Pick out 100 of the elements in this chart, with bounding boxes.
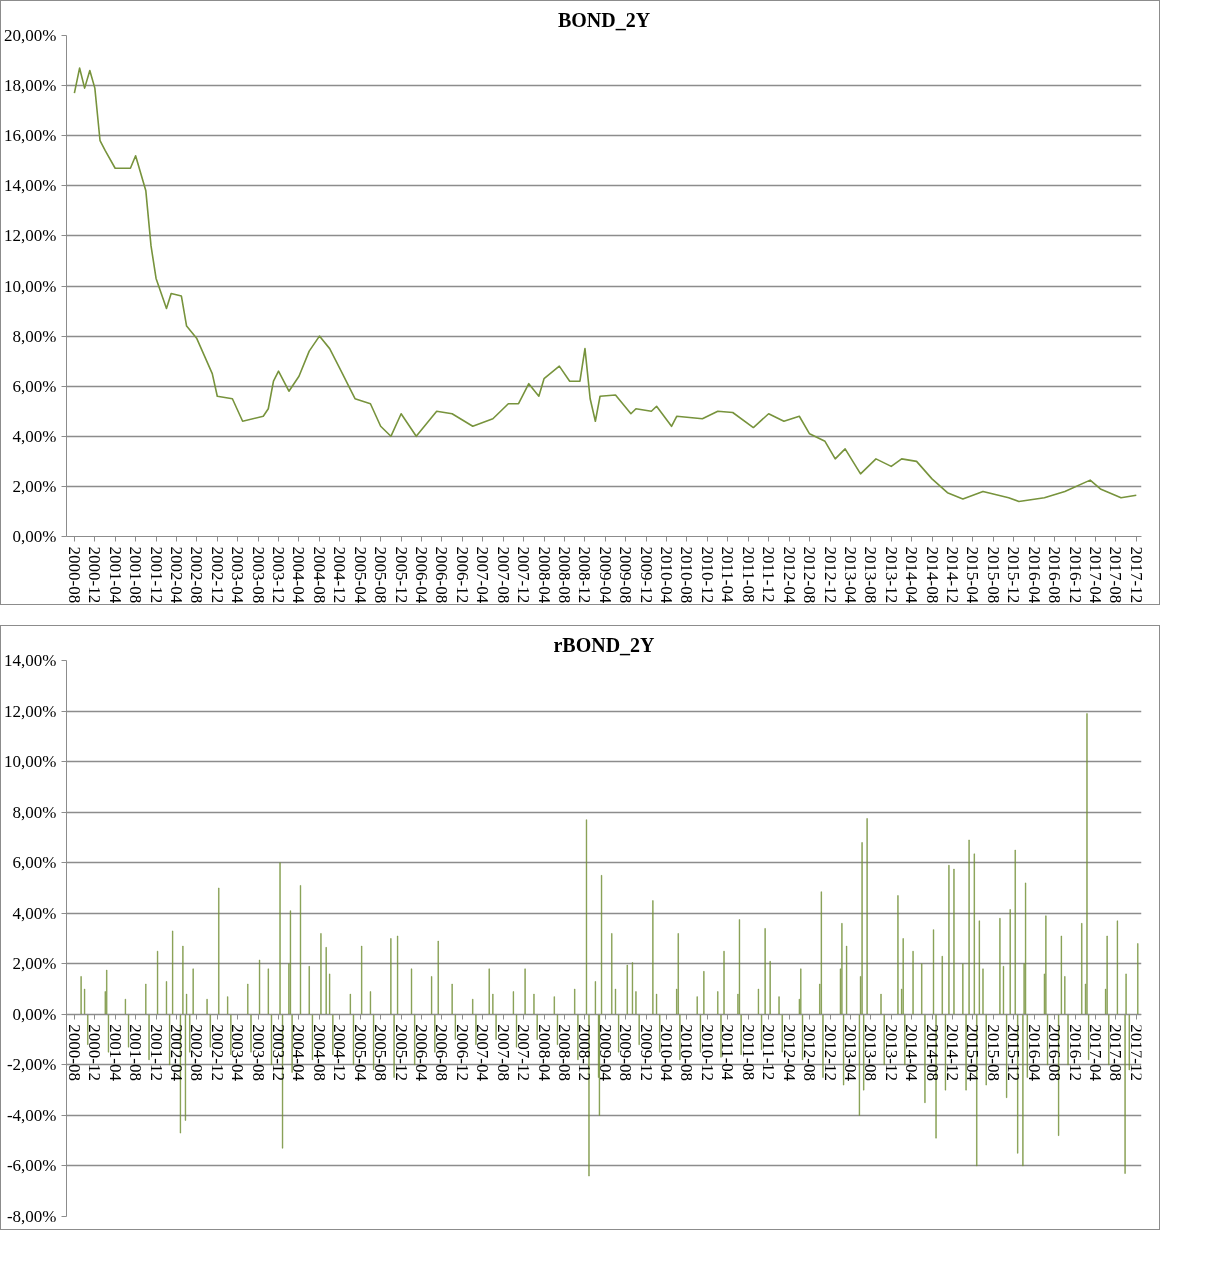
- x-tick-label: 2011-12: [759, 1024, 779, 1081]
- x-tick-label: 2005-04: [350, 546, 370, 604]
- x-tick-label: 2009-12: [636, 1024, 656, 1081]
- x-tick-label: 2002-04: [166, 1024, 186, 1082]
- x-tick-label: 2014-04: [902, 1024, 922, 1082]
- x-tick-label: 2005-12: [391, 546, 411, 604]
- x-tick-label: 2004-08: [309, 1024, 329, 1081]
- x-tick-label: 2001-12: [146, 546, 166, 604]
- x-tick-label: 2001-12: [146, 1024, 166, 1081]
- x-tick-label: 2017-12: [1126, 546, 1146, 604]
- x-tick-label: 2004-04: [289, 1024, 309, 1082]
- x-tick-label: 2012-08: [800, 546, 820, 604]
- x-tick-label: 2000-08: [64, 546, 84, 604]
- x-tick-label: 2016-12: [1065, 1024, 1085, 1081]
- y-tick-label: -6,00%: [6, 1156, 57, 1176]
- x-tick-label: 2015-12: [1004, 1024, 1024, 1081]
- x-tick-label: 2008-08: [555, 1024, 574, 1081]
- y-tick-label: 20,00%: [4, 26, 57, 45]
- x-tick-label: 2014-08: [922, 1024, 942, 1081]
- x-tick-label: 2014-04: [902, 546, 922, 604]
- x-tick-label: 2016-12: [1065, 546, 1085, 604]
- x-tick-label: 2003-08: [248, 1024, 268, 1081]
- y-tick-label: 4,00%: [12, 903, 57, 923]
- x-tick-label: 2012-12: [820, 546, 840, 604]
- x-tick-label: 2008-08: [555, 546, 574, 604]
- x-tick-label: 2001-08: [126, 546, 146, 604]
- x-tick-label: 2010-04: [656, 1024, 676, 1082]
- y-tick-label: 12,00%: [4, 226, 57, 246]
- x-tick-label: 2016-08: [1045, 546, 1065, 604]
- x-tick-label: 2009-08: [616, 1024, 636, 1081]
- y-tick-label: 2,00%: [12, 954, 57, 974]
- x-tick-label: 2015-04: [963, 1024, 983, 1082]
- x-tick-label: 2001-08: [126, 1024, 146, 1081]
- x-tick-label: 2014-12: [942, 1024, 962, 1081]
- x-tick-label: 2006-12: [452, 546, 472, 604]
- y-tick-label: 4,00%: [12, 426, 57, 446]
- x-tick-label: 2001-04: [105, 546, 125, 604]
- x-tick-label: 2008-12: [575, 1024, 595, 1081]
- x-tick-label: 2003-12: [269, 546, 289, 604]
- x-tick-label: 2005-12: [391, 1024, 411, 1081]
- x-tick-label: 2015-04: [963, 546, 983, 604]
- x-tick-label: 2000-12: [85, 1024, 105, 1081]
- x-tick-label: 2005-08: [371, 1024, 391, 1081]
- y-tick-label: 0,00%: [12, 527, 57, 546]
- x-tick-label: 2008-12: [575, 546, 595, 604]
- x-tick-label: 2009-12: [636, 546, 656, 604]
- x-tick-label: 2015-08: [983, 1024, 1003, 1081]
- x-tick-label: 2007-08: [493, 546, 513, 604]
- y-tick-label: 14,00%: [4, 176, 57, 196]
- x-tick-label: 2013-08: [861, 1024, 881, 1081]
- x-tick-label: 2005-04: [350, 1024, 370, 1082]
- x-tick-label: 2011-12: [759, 546, 779, 603]
- x-tick-label: 2013-12: [881, 1024, 901, 1081]
- x-tick-label: 2010-12: [697, 1024, 717, 1081]
- x-tick-label: 2003-04: [228, 546, 248, 604]
- x-tick-label: 2011-08: [738, 546, 758, 603]
- x-tick-label: 2004-04: [289, 546, 309, 604]
- x-tick-label: 2007-12: [514, 546, 534, 604]
- y-tick-label: 6,00%: [12, 853, 57, 873]
- x-tick-label: 2012-04: [779, 546, 799, 604]
- x-tick-label: 2012-12: [820, 1024, 840, 1081]
- y-tick-label: 12,00%: [4, 701, 57, 721]
- x-tick-label: 2004-12: [330, 546, 350, 604]
- x-tick-label: 2004-08: [309, 546, 329, 604]
- x-tick-label: 2014-08: [922, 546, 942, 604]
- chart-title: rBOND_2Y: [553, 633, 656, 656]
- x-tick-label: 2002-12: [207, 546, 227, 604]
- y-tick-label: 6,00%: [12, 376, 57, 396]
- x-tick-label: 2012-08: [800, 1024, 820, 1081]
- x-tick-label: 2007-12: [514, 1024, 534, 1081]
- x-tick-label: 2000-08: [64, 1024, 84, 1081]
- x-tick-label: 2006-12: [452, 1024, 472, 1081]
- y-tick-label: 10,00%: [4, 276, 57, 296]
- x-tick-label: 2010-04: [656, 546, 676, 604]
- x-tick-label: 2003-08: [248, 546, 268, 604]
- x-tick-label: 2017-08: [1106, 546, 1126, 604]
- x-tick-label: 2011-08: [738, 1024, 758, 1081]
- x-tick-label: 2002-04: [166, 546, 186, 604]
- x-tick-label: 2017-12: [1126, 1024, 1146, 1081]
- x-tick-label: 2002-08: [187, 546, 207, 604]
- y-tick-label: 18,00%: [4, 76, 57, 96]
- x-tick-label: 2008-04: [534, 546, 554, 604]
- x-tick-label: 2011-04: [718, 546, 738, 604]
- x-tick-label: 2016-08: [1045, 1024, 1065, 1081]
- x-tick-label: 2010-12: [697, 546, 717, 604]
- x-tick-label: 2000-12: [85, 546, 105, 604]
- x-tick-label: 2015-12: [1004, 546, 1024, 604]
- x-tick-label: 2009-04: [595, 1024, 615, 1082]
- x-tick-label: 2002-08: [187, 1024, 207, 1081]
- chart-title: BOND_2Y: [557, 8, 651, 31]
- x-tick-label: 2016-04: [1024, 546, 1044, 604]
- x-tick-label: 2011-04: [718, 1024, 738, 1081]
- y-tick-label: 0,00%: [12, 1004, 57, 1024]
- x-tick-label: 2010-08: [677, 546, 697, 604]
- x-tick-label: 2015-08: [983, 546, 1003, 604]
- x-tick-label: 2013-04: [840, 1024, 860, 1082]
- x-tick-label: 2012-04: [779, 1024, 799, 1082]
- x-tick-label: 2013-12: [881, 546, 901, 604]
- x-tick-label: 2010-08: [677, 1024, 697, 1081]
- y-tick-label: 10,00%: [4, 752, 57, 772]
